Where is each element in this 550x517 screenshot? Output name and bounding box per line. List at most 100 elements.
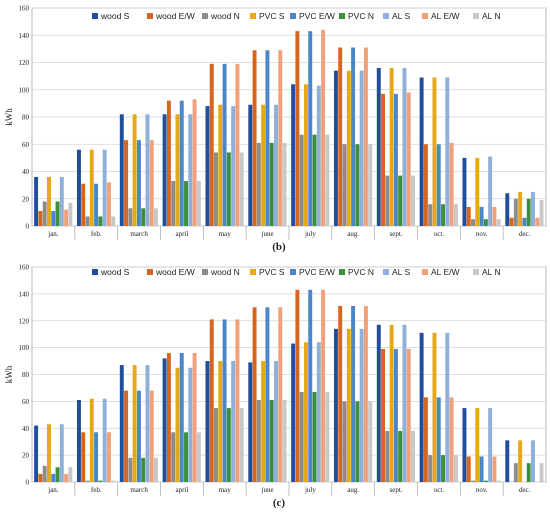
bar — [342, 144, 347, 226]
bar — [312, 391, 317, 482]
y-tick-label: 160 — [19, 264, 30, 272]
bar — [51, 473, 56, 482]
bar — [355, 144, 360, 226]
bar — [385, 175, 390, 226]
bar — [381, 93, 386, 227]
bar — [261, 104, 266, 226]
bar — [466, 456, 471, 482]
bar — [278, 50, 283, 226]
bar — [449, 142, 454, 226]
bar — [196, 432, 201, 482]
bar — [98, 480, 103, 482]
bar — [94, 432, 99, 482]
bar — [132, 114, 137, 226]
bar — [55, 467, 60, 482]
bar — [179, 100, 184, 226]
bar — [64, 473, 69, 482]
bar — [411, 430, 416, 482]
bar — [368, 144, 373, 226]
bar — [436, 144, 441, 226]
bar — [453, 204, 458, 226]
y-tick-label: 100 — [19, 344, 30, 352]
bar — [449, 397, 454, 482]
bar — [85, 480, 90, 482]
bar — [76, 149, 81, 226]
legend-swatch — [290, 269, 296, 275]
bar — [513, 463, 518, 482]
legend-swatch — [92, 269, 98, 275]
bar — [59, 424, 64, 482]
x-category-label: nov. — [476, 230, 488, 238]
y-tick-label: 160 — [19, 5, 30, 13]
bar — [402, 67, 407, 226]
y-tick-label: 120 — [19, 317, 30, 325]
bar — [106, 432, 111, 482]
bar — [406, 348, 411, 482]
bar — [346, 328, 351, 482]
x-category-label: jan. — [47, 230, 59, 238]
bar — [154, 208, 159, 226]
bar — [145, 114, 150, 226]
bar — [98, 216, 103, 226]
bar — [316, 342, 321, 482]
bar — [531, 191, 535, 226]
legend-label: wood E/W — [155, 267, 195, 277]
chart-b: 0 20 40 60 80 100 120 140 160 kWh jan. feb. march apr… — [4, 5, 547, 253]
bar — [321, 29, 326, 226]
bar — [55, 201, 60, 226]
legend-swatch — [147, 13, 153, 19]
bar — [205, 106, 210, 226]
bar — [475, 157, 480, 226]
legend-swatch — [92, 13, 98, 19]
bar — [192, 353, 197, 482]
bar — [235, 63, 240, 226]
y-tick-label: 100 — [19, 86, 30, 94]
bar — [441, 204, 445, 226]
x-category-label: oct. — [434, 230, 445, 238]
bar — [325, 391, 330, 482]
bar — [38, 211, 43, 226]
y-tick-label: 20 — [22, 195, 30, 203]
y-tick-label: 60 — [22, 141, 30, 149]
bar — [68, 467, 73, 482]
bar — [402, 324, 407, 482]
bar — [119, 365, 124, 482]
bar — [496, 219, 501, 226]
bar — [102, 398, 107, 482]
figure-caption: (c) — [273, 497, 286, 509]
legend-swatch — [383, 269, 389, 275]
figure-caption: (b) — [272, 241, 286, 253]
legend-label: PVC S — [259, 267, 285, 277]
bar — [483, 480, 488, 482]
bar — [274, 361, 278, 482]
bar — [479, 456, 484, 482]
x-category-label: april — [176, 486, 189, 494]
x-category-label: may — [219, 486, 232, 494]
bar — [368, 401, 373, 482]
legend-label: wood E/W — [155, 11, 195, 21]
bar — [175, 114, 180, 226]
bar — [406, 92, 411, 226]
x-category-label: aug. — [347, 486, 359, 494]
bar — [231, 106, 236, 226]
legend-label: AL S — [392, 11, 410, 21]
y-tick-label: 40 — [22, 425, 30, 433]
bar — [218, 361, 223, 482]
bar — [342, 401, 347, 482]
bar — [184, 432, 188, 482]
legend-swatch — [422, 13, 428, 19]
x-category-label: dec. — [519, 230, 531, 238]
legend-label: wood N — [210, 11, 240, 21]
bar — [252, 307, 257, 482]
x-category-label: feb. — [91, 230, 102, 238]
x-category-label: jan. — [47, 486, 59, 494]
legend-swatch — [202, 269, 208, 275]
bar — [214, 152, 218, 226]
bar — [428, 455, 433, 482]
bar — [531, 440, 535, 482]
bar — [59, 176, 64, 226]
bar — [265, 50, 270, 226]
bar — [141, 208, 146, 226]
bar — [389, 324, 394, 482]
